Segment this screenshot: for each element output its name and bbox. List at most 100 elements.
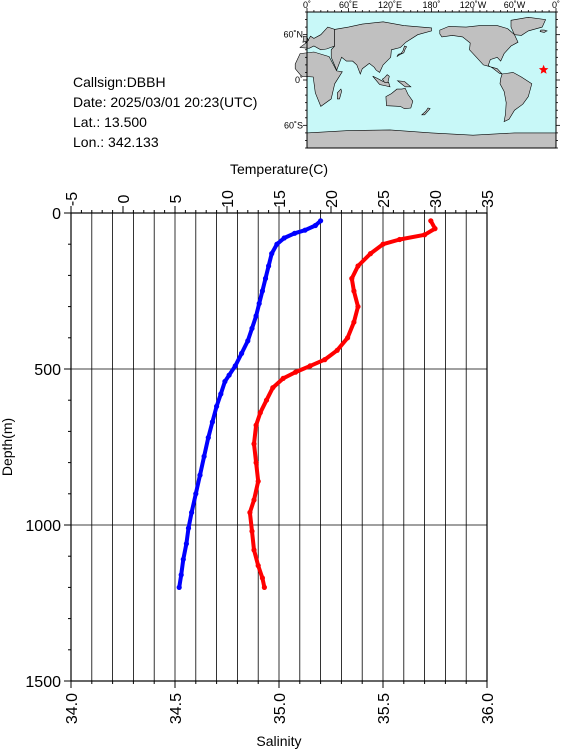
salinity-point: [345, 335, 351, 341]
temperature-axis-title: Temperature(C): [230, 161, 328, 177]
temperature-point: [253, 313, 259, 319]
temperature-point: [183, 541, 189, 547]
temperature-point: [245, 338, 251, 344]
salinity-point: [355, 263, 361, 269]
temperature-point: [318, 218, 324, 224]
temperature-point: [281, 235, 287, 241]
land-new-guinea: [396, 80, 412, 88]
map-lon-label: 120˚W: [460, 0, 487, 10]
temperature-point: [201, 453, 207, 459]
map-lon-label: 180˚: [422, 0, 440, 10]
temperature-tick-label: 35: [480, 190, 497, 208]
land-antarctica: [306, 129, 557, 149]
temperature-tick-label: 30: [428, 190, 445, 208]
salinity-point: [257, 410, 263, 416]
temperature-point: [259, 288, 265, 294]
salinity-point: [251, 441, 257, 447]
salinity-point: [253, 422, 259, 428]
salinity-point: [249, 528, 255, 534]
salinity-series: [247, 218, 438, 591]
salinity-point: [322, 357, 328, 363]
temperature-point: [226, 372, 232, 378]
map-lat-label: 60˚N: [283, 30, 303, 40]
salinity-point: [351, 288, 357, 294]
salinity-point: [280, 375, 286, 381]
map-lon-label: 0˚: [303, 0, 311, 10]
map-lon-label: 120˚E: [378, 0, 402, 10]
date-text: Date: 2025/03/01 20:23(UTC): [73, 94, 258, 110]
salinity-tick-label: 36.0: [480, 693, 497, 724]
salinity-point: [255, 563, 261, 569]
temperature-point: [302, 227, 308, 233]
temperature-tick-label: 5: [168, 194, 185, 203]
land-south-america: [499, 72, 533, 123]
salinity-point: [432, 226, 438, 232]
land-north-america: [439, 25, 519, 75]
temperature-tick-label: 15: [272, 190, 289, 208]
temperature-point: [232, 363, 238, 369]
lon-text: Lon.: 342.133: [73, 134, 159, 150]
land-borneo: [381, 74, 390, 83]
salinity-point: [349, 275, 355, 282]
salinity-tick-label: 35.5: [376, 693, 393, 724]
temperature-point: [274, 241, 280, 247]
map-lon-label: 0˚: [552, 0, 560, 10]
lat-text: Lat.: 13.500: [73, 114, 147, 130]
salinity-point: [422, 232, 428, 238]
salinity-tick-label: 35.0: [272, 693, 289, 724]
salinity-point: [261, 584, 267, 591]
temperature-point: [239, 350, 245, 356]
world-map: 0˚ 60˚E 120˚E 180˚ 120˚W 60˚W 0˚ 60˚N 0˚ 60˚S: [283, 0, 560, 149]
map-lat-label: 60˚S: [284, 120, 303, 130]
temperature-point: [292, 230, 298, 236]
depth-tick-label: 1000: [25, 518, 61, 535]
map-lat-label: 0˚: [295, 75, 303, 85]
temperature-point: [269, 251, 275, 257]
temperature-point: [189, 509, 195, 516]
temperature-point: [262, 275, 269, 282]
depth-tick-label: 500: [34, 362, 61, 379]
salinity-point: [253, 460, 259, 466]
salinity-point: [270, 385, 276, 391]
salinity-point: [307, 363, 313, 369]
depth-axis-title: Depth(m): [0, 418, 15, 476]
temperature-tick-label: -5: [64, 192, 81, 206]
salinity-point: [428, 218, 434, 224]
salinity-point: [251, 497, 257, 503]
salinity-point: [263, 397, 270, 403]
salinity-point: [367, 251, 374, 257]
depth-tick-label: 0: [52, 206, 61, 223]
land-iceland: [539, 29, 548, 33]
temperature-point: [209, 419, 215, 425]
salinity-point: [355, 304, 361, 310]
temperature-point: [214, 403, 220, 409]
salinity-axis-title: Salinity: [256, 733, 301, 749]
temperature-tick-label: 0: [116, 194, 133, 203]
temperature-point: [249, 325, 255, 331]
temperature-point: [193, 491, 199, 497]
temperature-point: [176, 584, 182, 591]
land-asia: [330, 21, 432, 75]
salinity-tick-label: 34.5: [168, 693, 185, 724]
land-indonesia: [372, 75, 391, 88]
temperature-point: [218, 391, 224, 397]
salinity-point: [397, 236, 403, 243]
land-madagascar: [337, 88, 342, 100]
salinity-point: [255, 478, 261, 484]
temperature-point: [180, 556, 186, 562]
temperature-point: [312, 222, 318, 229]
salinity-point: [247, 509, 253, 516]
station-marker-star: [538, 64, 549, 74]
temperature-tick-label: 25: [376, 190, 393, 208]
temperature-point: [205, 435, 211, 441]
land-australia: [385, 87, 414, 110]
salinity-point: [293, 369, 299, 375]
land-new-zealand: [421, 107, 431, 116]
land-greenland: [510, 16, 547, 36]
map-lon-label: 60˚E: [339, 0, 358, 10]
temperature-point: [256, 300, 262, 307]
temperature-point: [178, 572, 184, 578]
temperature-point: [266, 263, 272, 269]
